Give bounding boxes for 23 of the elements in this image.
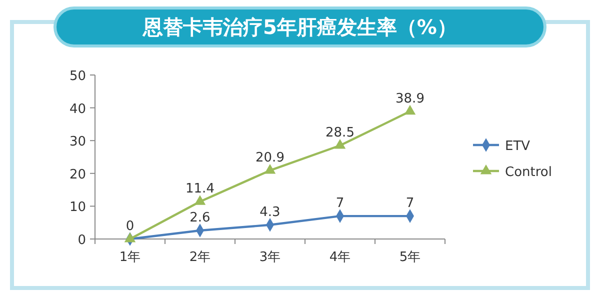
x-tick-label: 2年 [189,250,211,265]
x-tick-label: 4年 [329,250,351,265]
legend-label: ETV [505,139,530,154]
y-tick-label: 30 [69,134,86,150]
data-label: 7 [406,196,414,212]
x-tick-label: 1年 [119,250,141,265]
y-tick-label: 20 [69,167,86,182]
y-tick-label: 50 [69,69,86,84]
data-label: 20.9 [256,150,284,166]
data-label: 2.6 [190,210,210,226]
chart-title: 恩替卡韦治疗5年肝癌发生率（%） [142,15,457,39]
data-label: 0 [126,219,134,234]
legend-label: Control [505,165,552,180]
data-label: 7 [336,196,344,212]
data-label: 38.9 [396,91,424,106]
data-label: 4.3 [260,204,280,220]
data-label: 11.4 [186,182,214,197]
x-tick-label: 3年 [259,250,281,265]
data-label: 28.5 [326,126,354,141]
y-tick-label: 40 [69,102,86,117]
y-tick-label: 10 [69,200,86,216]
y-tick-label: 0 [78,233,86,248]
x-tick-label: 5年 [399,250,421,265]
